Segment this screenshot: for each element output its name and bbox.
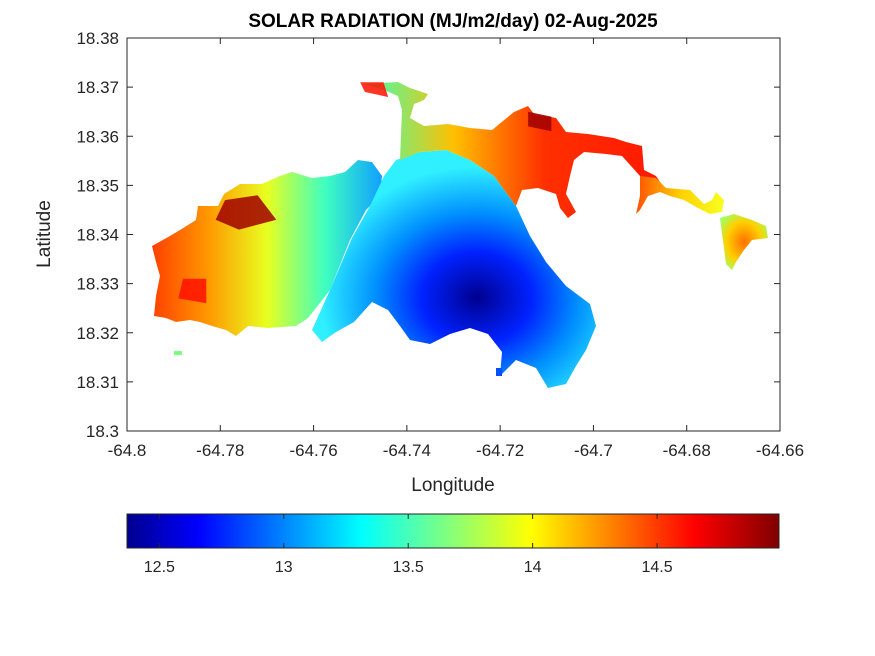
central-region xyxy=(312,150,596,388)
east-tail xyxy=(636,176,724,214)
colorbar-tick-label: 14 xyxy=(524,559,542,576)
east-tip xyxy=(720,214,768,270)
value-regions xyxy=(178,82,552,304)
colorbar-tick-label: 13.5 xyxy=(393,559,424,576)
y-tick-label: 18.37 xyxy=(76,78,119,97)
west-region xyxy=(152,160,382,336)
x-axis: -64.8 -64.78 -64.76 -64.74 -64.72 -64.7 -64.68… xyxy=(108,38,804,460)
colorbar-tick-label: 13 xyxy=(275,559,293,576)
value-region xyxy=(215,195,277,230)
colorbar-ticks: 12.5 13 13.5 14 14.5 xyxy=(144,514,673,576)
colorbar xyxy=(126,513,780,549)
x-axis-title: Longitude xyxy=(411,475,494,496)
x-tick-label: -64.72 xyxy=(476,441,524,460)
y-axis: 18.3 18.31 18.32 18.33 18.34 18.35 18.36 18.37 1… xyxy=(76,29,780,441)
colorbar-tick-label: 12.5 xyxy=(144,559,175,576)
x-tick-label: -64.74 xyxy=(383,441,431,460)
y-tick-label: 18.34 xyxy=(76,226,119,245)
x-tick-label: -64.8 xyxy=(108,441,147,460)
y-tick-label: 18.38 xyxy=(76,29,119,48)
chart-title: SOLAR RADIATION (MJ/m2/day) 02-Aug-2025 xyxy=(248,11,658,32)
x-tick-label: -64.78 xyxy=(196,441,244,460)
value-region xyxy=(528,111,552,132)
islet xyxy=(496,368,502,376)
x-tick-label: -64.76 xyxy=(289,441,337,460)
y-tick-label: 18.31 xyxy=(76,373,119,392)
y-axis-title: Latitude xyxy=(34,200,55,268)
x-tick-label: -64.7 xyxy=(574,441,613,460)
value-region xyxy=(178,278,207,304)
north-region xyxy=(364,82,664,218)
island-field xyxy=(152,82,768,388)
x-tick-label: -64.66 xyxy=(756,441,804,460)
y-tick-label: 18.32 xyxy=(76,324,119,343)
y-tick-label: 18.3 xyxy=(86,422,119,441)
x-tick-label: -64.68 xyxy=(663,441,711,460)
islet xyxy=(174,351,182,355)
y-tick-label: 18.35 xyxy=(76,176,119,195)
colorbar-tick-label: 14.5 xyxy=(641,559,672,576)
y-tick-label: 18.33 xyxy=(76,275,119,294)
value-region xyxy=(360,82,389,97)
y-tick-label: 18.36 xyxy=(76,127,119,146)
